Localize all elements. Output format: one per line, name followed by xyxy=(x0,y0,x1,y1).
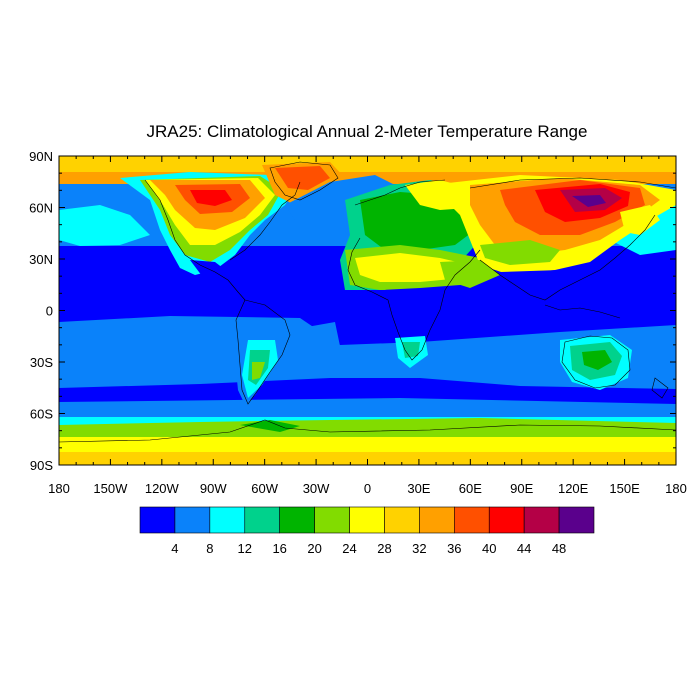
antarctica-green xyxy=(59,418,676,437)
siberia-purple xyxy=(572,195,606,207)
coastlines xyxy=(59,161,676,443)
colorbar-swatch xyxy=(523,506,560,534)
colorbar-swatch xyxy=(139,506,176,534)
colorbar-label: 16 xyxy=(272,541,286,556)
south-america-core xyxy=(252,362,265,380)
antarctica-peninsula xyxy=(240,420,300,432)
colorbar-swatch xyxy=(558,506,595,534)
tibet-green xyxy=(480,240,560,265)
north-pacific-cyan xyxy=(59,205,150,246)
colorbar-swatch xyxy=(349,506,385,534)
coastline-south-america xyxy=(235,299,291,405)
longitude-labels: 180 150W 120W 90W 60W 30W 0 30E 60E 90E 120E 150E 18… xyxy=(48,481,687,496)
central-america xyxy=(190,260,238,292)
lon-tick-label: 90E xyxy=(510,481,533,496)
map-panel xyxy=(58,155,677,466)
colorbar-label: 36 xyxy=(447,541,461,556)
colorbar-label: 4 xyxy=(171,541,178,556)
lon-tick-label: 90W xyxy=(200,481,227,496)
sahara-yellow xyxy=(355,253,470,282)
africa-central xyxy=(380,290,440,335)
coastline-new-zealand xyxy=(651,377,669,399)
lon-tick-label: 30E xyxy=(407,481,430,496)
colorbar-label: 28 xyxy=(377,541,391,556)
north-america-core xyxy=(190,190,232,206)
colorbar-swatch xyxy=(419,506,455,534)
sh-ocean-zone xyxy=(59,316,676,395)
chart-title: JRA25: Climatological Annual 2-Meter Tem… xyxy=(147,122,588,141)
lon-tick-label: 180 xyxy=(48,481,70,496)
colorbar-label: 24 xyxy=(342,541,356,556)
tick-marks xyxy=(58,155,677,466)
colorbar-swatch xyxy=(244,506,280,534)
colorbar-swatch xyxy=(174,506,211,534)
coastline-maritime xyxy=(544,304,621,319)
colorbar-labels: 4 8 12 16 20 24 28 32 36 40 44 48 xyxy=(171,541,566,556)
lon-tick-label: 120E xyxy=(558,481,589,496)
south-atlantic-blue xyxy=(290,322,345,372)
lat-tick-label: 0 xyxy=(46,304,53,319)
south-africa-green xyxy=(402,342,420,358)
labrador-sea xyxy=(285,175,395,220)
australia-core xyxy=(582,350,612,370)
kamchatka-yellow xyxy=(620,205,660,235)
colorbar xyxy=(139,506,595,534)
colorbar-swatch xyxy=(454,506,490,534)
colorbar-label: 8 xyxy=(206,541,213,556)
arabia-green xyxy=(440,260,500,288)
colorbar-label: 44 xyxy=(517,541,531,556)
coastline-antarctica xyxy=(59,419,676,443)
colorbar-label: 12 xyxy=(238,541,252,556)
south-asia-blue xyxy=(500,270,590,300)
southern-ocean-deep xyxy=(59,378,676,404)
lon-tick-label: 150E xyxy=(609,481,640,496)
latitude-labels: 90N 60N 30N 0 30S 60S 90S xyxy=(29,149,53,473)
lat-tick-label: 30N xyxy=(29,252,53,267)
colorbar-label: 32 xyxy=(412,541,426,556)
lat-tick-label: 60N xyxy=(29,201,53,216)
lon-tick-label: 180 xyxy=(665,481,687,496)
lon-tick-label: 120W xyxy=(145,481,180,496)
lat-tick-label: 30S xyxy=(30,355,53,370)
colorbar-swatch xyxy=(314,506,350,534)
coastline-greenland xyxy=(269,161,339,201)
coastline-asia xyxy=(469,177,676,301)
colorbar-label: 48 xyxy=(552,541,566,556)
lon-tick-label: 60E xyxy=(459,481,482,496)
coastline-north-america xyxy=(144,179,301,301)
lat-tick-label: 90S xyxy=(30,458,53,473)
colorbar-label: 20 xyxy=(307,541,321,556)
colorbar-swatch xyxy=(209,506,246,534)
lon-tick-label: 150W xyxy=(93,481,128,496)
colorbar-label: 40 xyxy=(482,541,496,556)
coastline-europe-africa xyxy=(347,179,481,361)
lat-tick-label: 90N xyxy=(29,149,53,164)
coastline-australia xyxy=(561,335,631,389)
colorbar-swatch xyxy=(384,506,420,534)
colorbar-swatch xyxy=(488,506,525,534)
temperature-range-field xyxy=(59,156,676,465)
antarctica-yellow xyxy=(59,437,676,452)
colorbar-swatch xyxy=(279,506,315,534)
greenland-core xyxy=(275,166,330,190)
lon-tick-label: 60W xyxy=(251,481,278,496)
lon-tick-label: 30W xyxy=(303,481,330,496)
lat-tick-label: 60S xyxy=(30,407,53,422)
lon-tick-label: 0 xyxy=(364,481,371,496)
